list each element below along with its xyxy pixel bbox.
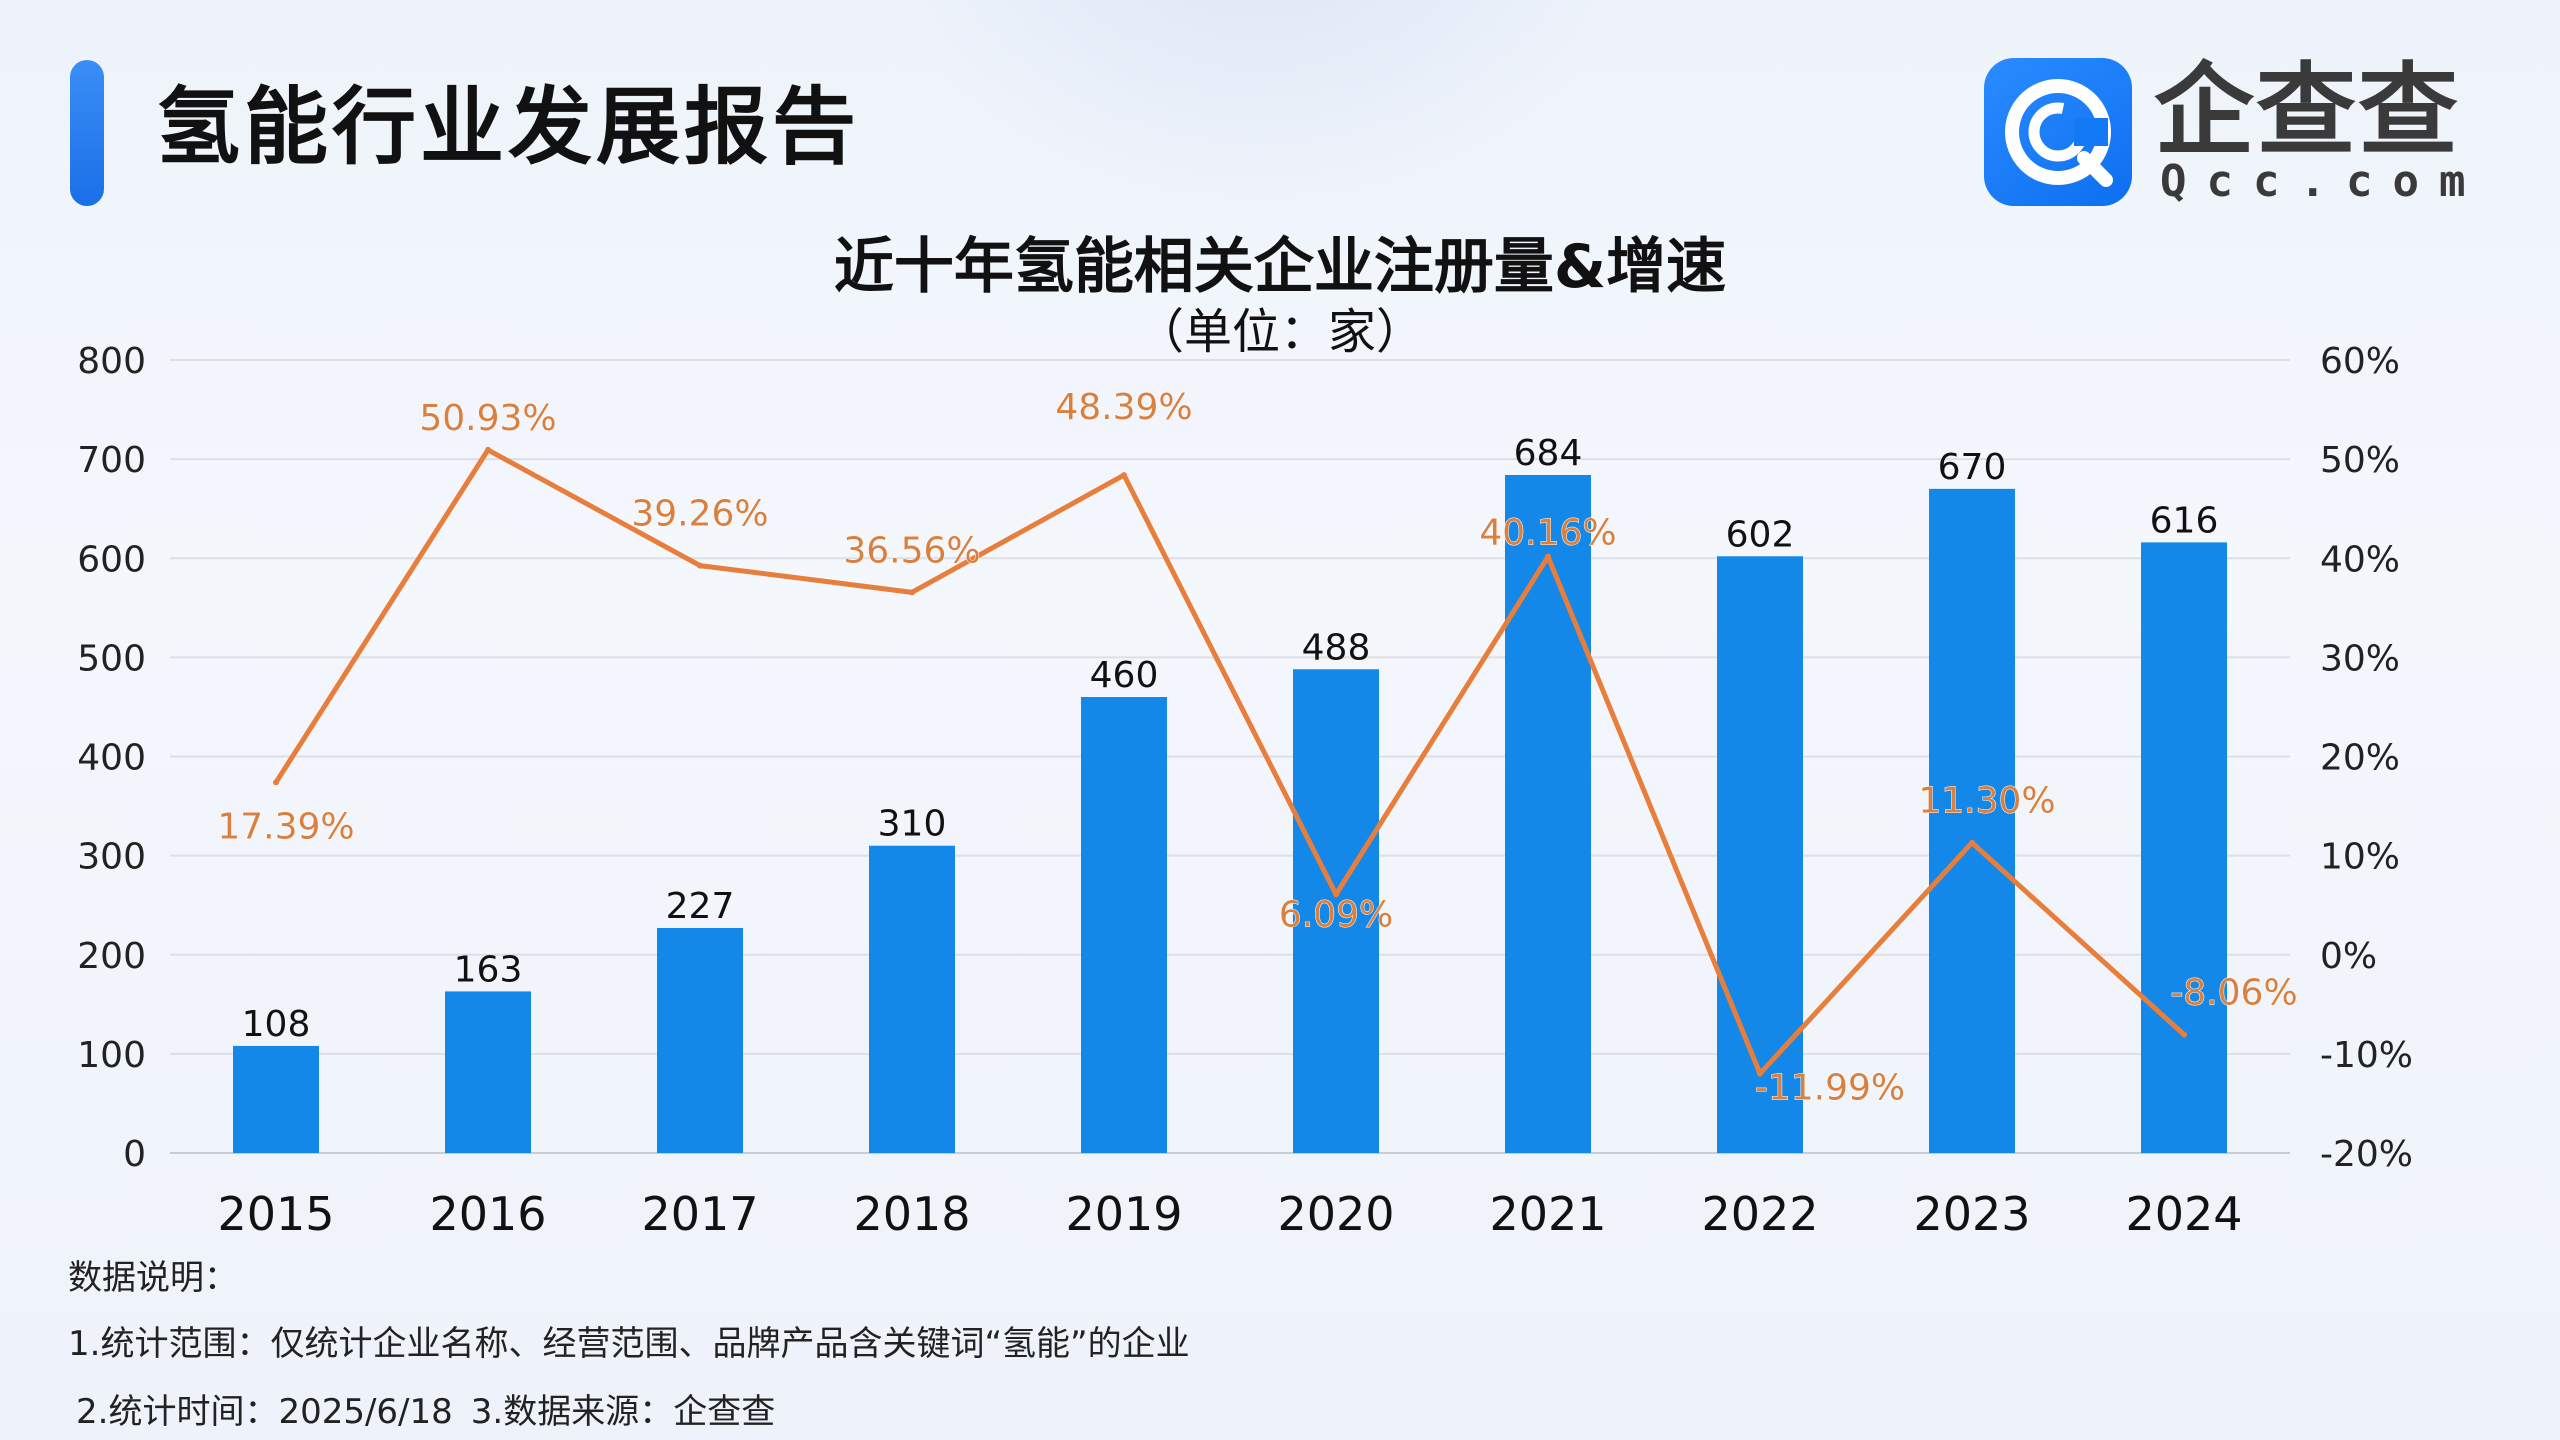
x-tick-label: 2016 <box>429 1187 546 1241</box>
qcc-logo-domain: Qcc.com <box>2160 156 2486 207</box>
y-left-tick-label: 700 <box>77 440 146 481</box>
qcc-logo: 企查查 Qcc.com <box>1984 52 2504 208</box>
growth-point <box>1545 553 1551 560</box>
growth-value-label: 17.39% <box>217 806 354 847</box>
bar-value-label: 460 <box>1090 655 1159 696</box>
qcc-logo-text: 企查查 <box>2154 52 2460 169</box>
bar-value-label: 310 <box>878 804 947 845</box>
bar <box>869 845 955 1153</box>
bar <box>1293 669 1379 1153</box>
growth-point <box>273 779 279 786</box>
growth-value-label: -11.99% <box>1755 1068 1905 1109</box>
growth-point <box>2181 1031 2187 1038</box>
y-left-tick-label: 800 <box>77 341 146 382</box>
growth-value-label: 48.39% <box>1055 387 1192 428</box>
y-left-tick-label: 600 <box>77 539 146 580</box>
x-tick-label: 2018 <box>853 1187 970 1241</box>
y-right-tick-label: 10% <box>2320 837 2400 878</box>
x-tick-label: 2021 <box>1489 1187 1606 1241</box>
bar <box>1081 697 1167 1153</box>
bar-value-label: 670 <box>1938 447 2007 488</box>
y-right-tick-label: 0% <box>2320 936 2377 977</box>
y-left-tick-label: 200 <box>77 936 146 977</box>
bar-value-label: 602 <box>1726 514 1795 555</box>
y-left-tick-label: 0 <box>123 1134 146 1175</box>
notes-scope: 1.统计范围：仅统计企业名称、经营范围、品牌产品含关键词“氢能”的企业 <box>68 1324 1190 1364</box>
report-title: 氢能行业发展报告 <box>156 78 861 176</box>
growth-point <box>1757 1070 1763 1077</box>
x-tick-label: 2017 <box>641 1187 758 1241</box>
y-right-tick-label: -20% <box>2320 1134 2413 1175</box>
bar <box>445 991 531 1153</box>
bar <box>233 1045 319 1153</box>
growth-point <box>1969 839 1975 846</box>
y-right-tick-label: 40% <box>2320 539 2400 580</box>
chart-title: 近十年氢能相关企业注册量&增速 <box>833 232 1727 302</box>
notes-footer: 2.统计时间：2025/6/18 3.数据来源：企查查 <box>76 1384 793 1433</box>
bar-value-label: 684 <box>1514 433 1583 474</box>
bar <box>1505 474 1591 1153</box>
bar <box>657 927 743 1153</box>
x-tick-label: 2019 <box>1065 1187 1182 1241</box>
notes-source: 3.数据来源：企查查 <box>470 1392 776 1432</box>
y-right-tick-label: 30% <box>2320 638 2400 679</box>
y-right-tick-label: -10% <box>2320 1035 2413 1076</box>
bar-value-label: 108 <box>242 1004 311 1045</box>
bar-value-label: 163 <box>454 949 523 990</box>
notes-time: 2.统计时间：2025/6/18 <box>76 1392 453 1432</box>
x-tick-label: 2023 <box>1913 1187 2030 1241</box>
growth-value-label: 50.93% <box>419 398 556 439</box>
growth-value-label: 6.09% <box>1279 894 1393 935</box>
growth-value-label: 11.30% <box>1918 781 2055 822</box>
notes-heading: 数据说明： <box>68 1258 238 1298</box>
chart-subtitle: （单位：家） <box>1135 304 1424 360</box>
growth-value-label: 36.56% <box>843 530 980 571</box>
x-tick-label: 2024 <box>2125 1187 2242 1241</box>
x-tick-label: 2020 <box>1277 1187 1394 1241</box>
bar <box>1929 488 2015 1153</box>
growth-point <box>1333 891 1339 898</box>
y-right-tick-label: 20% <box>2320 738 2400 779</box>
title-accent-bar <box>70 60 104 206</box>
growth-value-label: -8.06% <box>2170 973 2297 1014</box>
growth-point <box>697 562 703 569</box>
y-right-tick-label: 50% <box>2320 440 2400 481</box>
growth-value-label: 40.16% <box>1479 513 1616 554</box>
growth-point <box>909 589 915 596</box>
y-left-tick-label: 500 <box>77 638 146 679</box>
bar <box>1717 556 1803 1153</box>
y-right-tick-label: 60% <box>2320 341 2400 382</box>
bar <box>2141 542 2227 1153</box>
bar-value-label: 488 <box>1302 627 1371 668</box>
growth-value-label: 39.26% <box>631 494 768 535</box>
qcc-logo-icon <box>1984 58 2132 206</box>
growth-point <box>485 446 491 453</box>
y-left-tick-label: 300 <box>77 837 146 878</box>
y-left-tick-label: 100 <box>77 1035 146 1076</box>
y-left-tick-label: 400 <box>77 738 146 779</box>
growth-point <box>1121 472 1127 479</box>
bar-value-label: 227 <box>666 886 735 927</box>
growth-line <box>273 447 2187 1077</box>
x-tick-label: 2022 <box>1701 1187 1818 1241</box>
x-tick-label: 2015 <box>217 1187 334 1241</box>
bar-value-label: 616 <box>2150 500 2219 541</box>
